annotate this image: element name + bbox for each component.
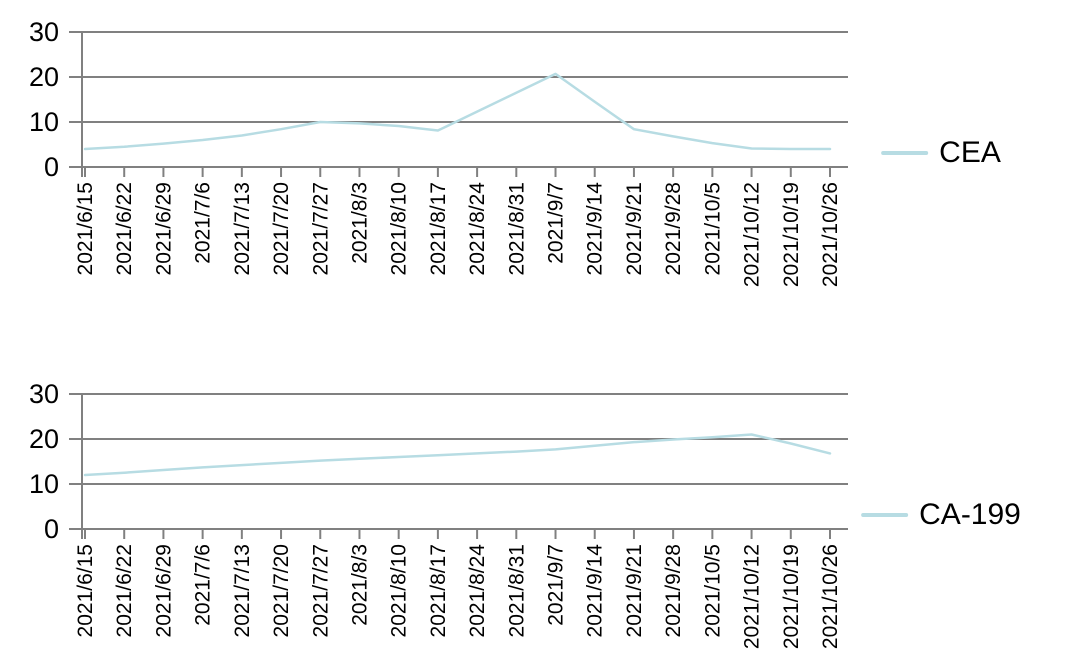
x-axis-label: 2021/7/27 bbox=[309, 544, 332, 637]
x-axis-label: 2021/10/5 bbox=[701, 182, 724, 275]
ca199-legend-label: CA-199 bbox=[919, 498, 1021, 531]
y-axis-label: 30 bbox=[29, 17, 59, 47]
cea-legend-line-swatch bbox=[881, 151, 929, 155]
ca199-chart-block: 0 10 20 30 2021/6/15 2021/6/22 2021/6/29 2021/7… bbox=[0, 362, 1066, 670]
x-axis-label: 2021/10/19 bbox=[780, 182, 803, 287]
ca199-legend-line-swatch bbox=[861, 513, 909, 517]
x-axis-label: 2021/7/6 bbox=[192, 182, 215, 264]
x-axis-label: 2021/8/3 bbox=[348, 182, 371, 264]
x-axis-label: 2021/8/10 bbox=[388, 544, 411, 637]
x-axis-label: 2021/10/26 bbox=[819, 544, 842, 649]
x-axis-label: 2021/6/22 bbox=[113, 182, 136, 275]
cea-chart-block: 0 10 20 30 2021/6/15 2021/6/22 2021/6/29 2021/7… bbox=[0, 0, 1066, 308]
x-axis-label: 2021/10/12 bbox=[741, 182, 764, 287]
ca199-chart-plot: 0 10 20 30 2021/6/15 2021/6/22 2021/6/29 2021/7… bbox=[29, 379, 848, 649]
x-axis-label: 2021/9/7 bbox=[545, 544, 568, 626]
x-axis-label: 2021/8/3 bbox=[348, 544, 371, 626]
x-axis-label: 2021/7/13 bbox=[231, 182, 254, 275]
x-axis-label: 2021/9/28 bbox=[662, 544, 685, 637]
x-axis-label: 2021/8/31 bbox=[505, 182, 528, 275]
x-axis-label: 2021/6/22 bbox=[113, 544, 136, 637]
x-axis-label: 2021/7/27 bbox=[309, 182, 332, 275]
y-axis-label: 10 bbox=[29, 107, 59, 137]
x-axis-label: 2021/8/24 bbox=[466, 544, 489, 638]
x-axis-label: 2021/9/21 bbox=[623, 182, 646, 275]
x-axis-label: 2021/7/13 bbox=[231, 544, 254, 637]
x-axis-label: 2021/7/6 bbox=[192, 544, 215, 626]
y-axis-label: 0 bbox=[44, 152, 59, 182]
x-axis-label: 2021/10/12 bbox=[741, 544, 764, 649]
y-axis-label: 20 bbox=[29, 424, 59, 454]
x-axis-label: 2021/10/5 bbox=[701, 544, 724, 637]
cea-legend: CEA bbox=[881, 138, 1001, 168]
x-axis-label: 2021/9/14 bbox=[584, 182, 607, 276]
cea-legend-label: CEA bbox=[939, 136, 1001, 169]
x-axis-label: 2021/10/19 bbox=[780, 544, 803, 649]
y-axis-label: 20 bbox=[29, 62, 59, 92]
x-axis-label: 2021/6/29 bbox=[152, 544, 175, 637]
x-axis-label: 2021/9/28 bbox=[662, 182, 685, 275]
x-axis-label: 2021/6/15 bbox=[74, 544, 97, 637]
x-axis-label: 2021/9/14 bbox=[584, 544, 607, 638]
x-axis-label: 2021/6/15 bbox=[74, 182, 97, 275]
series-line-CEA bbox=[83, 72, 832, 151]
y-axis-label: 30 bbox=[29, 379, 59, 409]
x-axis-label: 2021/8/31 bbox=[505, 544, 528, 637]
y-axis-label: 0 bbox=[44, 514, 59, 544]
cea-chart-plot: 0 10 20 30 2021/6/15 2021/6/22 2021/6/29 2021/7… bbox=[29, 17, 848, 287]
x-axis-label: 2021/8/10 bbox=[388, 182, 411, 275]
x-axis-label: 2021/9/7 bbox=[545, 182, 568, 264]
x-axis-label: 2021/8/24 bbox=[466, 182, 489, 276]
ca199-legend: CA-199 bbox=[861, 500, 1021, 530]
series-line-CA-199 bbox=[83, 433, 832, 477]
x-axis-label: 2021/8/17 bbox=[427, 544, 450, 637]
x-axis-label: 2021/8/17 bbox=[427, 182, 450, 275]
x-axis-label: 2021/6/29 bbox=[152, 182, 175, 275]
x-axis-label: 2021/9/21 bbox=[623, 544, 646, 637]
x-axis-label: 2021/7/20 bbox=[270, 182, 293, 275]
y-axis-label: 10 bbox=[29, 469, 59, 499]
x-axis-label: 2021/10/26 bbox=[819, 182, 842, 287]
x-axis-label: 2021/7/20 bbox=[270, 544, 293, 637]
